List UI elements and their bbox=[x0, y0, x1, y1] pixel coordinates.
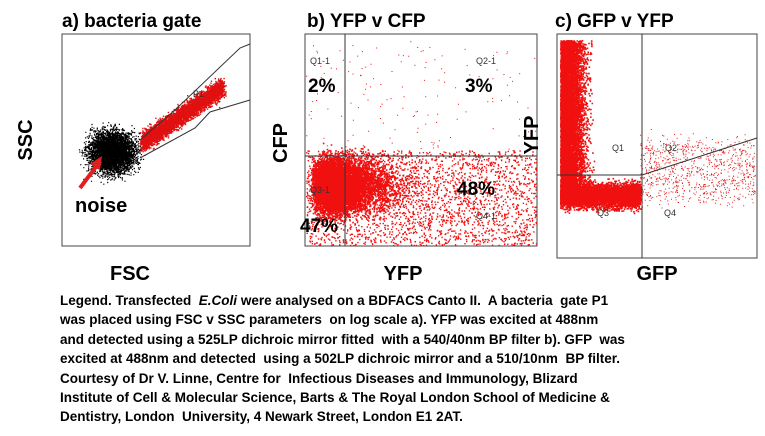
legend-line: and detected using a 525LP dichroic mirr… bbox=[60, 330, 760, 349]
event-dots bbox=[640, 129, 756, 213]
legend-text: Legend. Transfected bbox=[60, 293, 199, 308]
event-dots bbox=[310, 142, 433, 230]
event-cloud bbox=[78, 40, 756, 247]
legend: Legend. Transfected E.Coli were analysed… bbox=[60, 291, 760, 427]
legend-text: excited at 488nm and detected using a 50… bbox=[60, 351, 620, 367]
percentage: 3% bbox=[465, 76, 493, 97]
legend-text: was placed using FSC v SSC parameters on… bbox=[60, 312, 599, 328]
panel-title: a) bacteria gate bbox=[62, 11, 201, 32]
panel-title: c) GFP v YFP bbox=[555, 11, 674, 32]
gate-line bbox=[139, 43, 251, 141]
gate-label: Q2-1 bbox=[476, 56, 496, 66]
legend-line: Dentistry, London University, 4 Newark S… bbox=[60, 407, 760, 426]
gate-label: Q4 bbox=[664, 208, 676, 218]
legend-text: were analysed on a BDFACS Canto II. A ba… bbox=[237, 293, 609, 308]
gate-line bbox=[139, 99, 251, 159]
quadrant-line bbox=[557, 137, 758, 176]
percentage: 48% bbox=[457, 179, 495, 200]
legend-line: Legend. Transfected E.Coli were analysed… bbox=[60, 291, 760, 310]
event-dots bbox=[140, 77, 227, 153]
arrow bbox=[78, 162, 100, 190]
arrow-head bbox=[90, 156, 102, 170]
legend-line: Institute of Cell & Molecular Science, B… bbox=[60, 388, 760, 407]
gate-label: Q3 bbox=[597, 208, 609, 218]
legend-text: E.Coli bbox=[198, 293, 238, 308]
legend-text: and detected using a 525LP dichroic mirr… bbox=[60, 331, 625, 347]
event-dots bbox=[306, 150, 538, 247]
gate-label: Q4-1 bbox=[476, 211, 496, 221]
gate-label: Q1 bbox=[612, 143, 624, 153]
annotation: noise bbox=[75, 195, 127, 217]
percentage: 47% bbox=[300, 216, 338, 237]
gate-label: Q2 bbox=[665, 143, 677, 153]
x-axis-label: YFP bbox=[384, 263, 423, 285]
x-axis-label: FSC bbox=[110, 263, 150, 285]
panel-title: b) YFP v CFP bbox=[307, 11, 426, 32]
percentage: 2% bbox=[308, 76, 336, 97]
y-axis-label: CFP bbox=[270, 123, 292, 163]
legend-line: was placed using FSC v SSC parameters on… bbox=[60, 310, 760, 329]
legend-text: Institute of Cell & Molecular Science, B… bbox=[60, 390, 610, 406]
event-dots bbox=[560, 40, 596, 202]
x-axis-label: GFP bbox=[636, 263, 677, 285]
gate-label: Q1-1 bbox=[310, 56, 330, 66]
y-axis-label: SSC bbox=[15, 119, 37, 160]
event-dots bbox=[560, 177, 642, 215]
legend-line: excited at 488nm and detected using a 50… bbox=[60, 349, 760, 368]
gate-label: P1 bbox=[193, 89, 204, 99]
legend-text: Courtesy of Dr V. Linne, Centre for Infe… bbox=[60, 370, 578, 386]
legend-text: Dentistry, London University, 4 Newark S… bbox=[60, 409, 463, 425]
plot-frame bbox=[556, 33, 758, 259]
gate-label: Q3-1 bbox=[310, 185, 330, 195]
legend-line: Courtesy of Dr V. Linne, Centre for Infe… bbox=[60, 369, 760, 388]
figure: a) bacteria gate b) YFP v CFP c) GFP v Y… bbox=[15, 11, 758, 285]
y-axis-label: YFP bbox=[521, 116, 543, 155]
